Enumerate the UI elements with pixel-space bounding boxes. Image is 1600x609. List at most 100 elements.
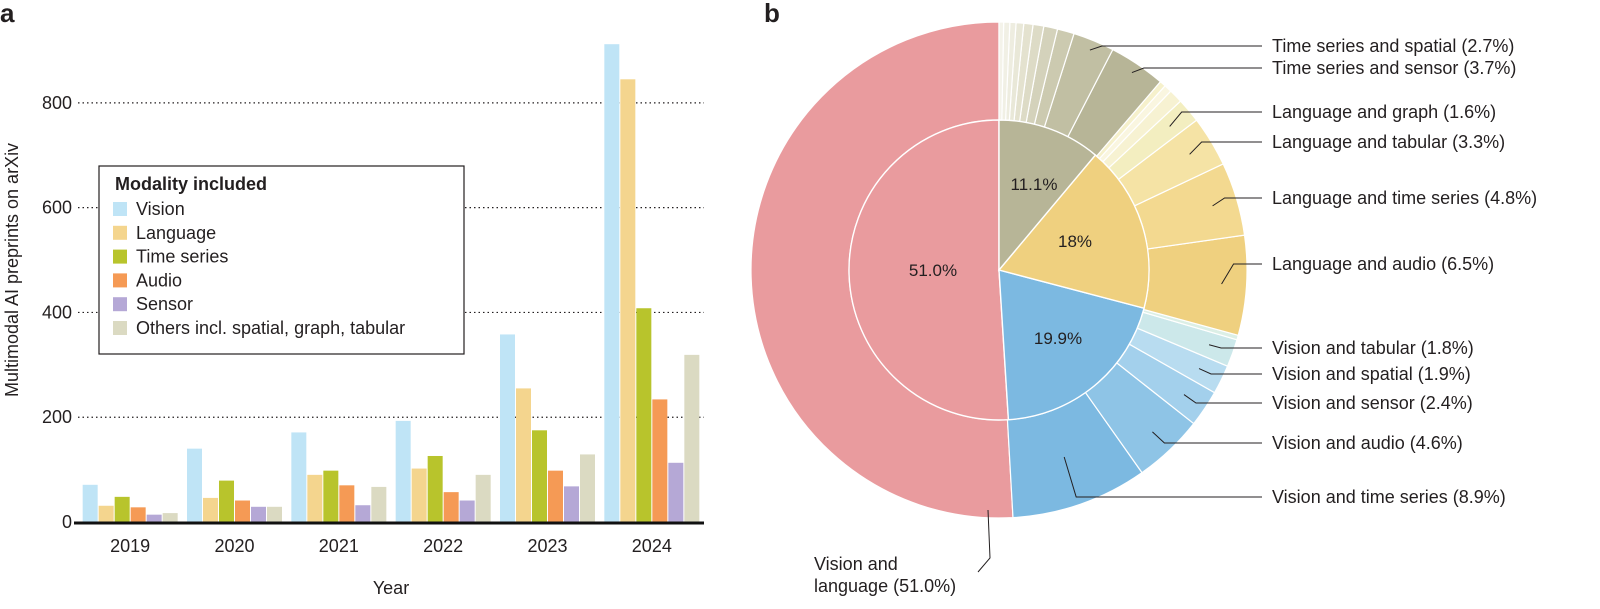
- leader-line: [1183, 394, 1262, 404]
- y-tick-label: 400: [42, 302, 72, 322]
- leader-line: [977, 509, 991, 573]
- bar: [146, 514, 162, 522]
- outer-slice-label: Vision and time series (8.9%): [1272, 487, 1506, 507]
- legend-entry-label: Vision: [136, 199, 185, 219]
- legend-swatch: [113, 225, 127, 240]
- legend-entry-label: Language: [136, 223, 216, 243]
- leader-line: [1189, 141, 1262, 155]
- panel-letter-a: a: [0, 0, 15, 28]
- outer-slice-label: Vision and sensor (2.4%): [1272, 393, 1473, 413]
- bar: [548, 470, 563, 522]
- label-line: Vision and: [814, 554, 898, 574]
- inner-slice-label: 19.9%: [1034, 329, 1082, 348]
- inner-slice-label: 51.0%: [909, 261, 957, 280]
- outer-ring: [750, 21, 1248, 519]
- bar: [475, 474, 491, 522]
- bar: [516, 388, 531, 522]
- bar: [684, 354, 700, 522]
- outer-slice-label: Vision and language (51.0%): [814, 554, 956, 596]
- bar: [636, 308, 652, 522]
- outer-slice-label: Time series and sensor (3.7%): [1272, 58, 1516, 78]
- inner-ring: [848, 119, 1150, 421]
- axes: 0 200 400 600 800 2019 2020 2021 2022 2023 2024: [42, 93, 704, 556]
- y-tick-label: 800: [42, 93, 72, 113]
- bar: [355, 505, 371, 522]
- bar: [251, 506, 266, 522]
- legend-swatch: [113, 321, 127, 335]
- outer-slice-label: Time series and spatial (2.7%): [1272, 36, 1514, 56]
- y-tick-label: 0: [62, 512, 72, 532]
- bar: [323, 470, 339, 522]
- bar: [411, 468, 427, 522]
- donut-inner-slice: [997, 154, 1150, 310]
- legend-swatch: [113, 202, 127, 216]
- outer-slice-label: Vision and spatial (1.9%): [1272, 364, 1471, 384]
- bar: [580, 454, 595, 522]
- leader-line: [1198, 368, 1262, 375]
- bar: [500, 334, 515, 522]
- panel-letter-b: b: [764, 0, 780, 28]
- leader-line: [1152, 431, 1262, 444]
- legend-swatch: [113, 297, 127, 312]
- legend-entry-label: Sensor: [136, 294, 193, 314]
- x-tick-label: 2020: [214, 536, 254, 556]
- legend: Modality included Vision Language Time ser…: [98, 165, 465, 355]
- donut-inner-slice: [998, 119, 1097, 272]
- bar: [652, 399, 668, 522]
- bar: [532, 430, 547, 522]
- donut-inner-slice: [848, 119, 1010, 421]
- outer-slice-label: Language and audio (6.5%): [1272, 254, 1494, 274]
- legend-entry-label: Audio: [136, 270, 182, 290]
- outer-slice-label: Vision and audio (4.6%): [1272, 433, 1463, 453]
- legend-frame: [98, 165, 465, 355]
- bar: [395, 420, 411, 522]
- legend-swatch: [113, 249, 127, 264]
- x-tick-label: 2024: [632, 536, 672, 556]
- bar: [187, 448, 202, 522]
- legend-title: Modality included: [115, 174, 267, 194]
- bar: [267, 506, 282, 522]
- bars: [82, 44, 700, 522]
- bar: [203, 497, 218, 522]
- bar: [162, 513, 178, 522]
- leader-line: [1221, 263, 1262, 285]
- y-tick-label: 200: [42, 407, 72, 427]
- x-tick-label: 2022: [423, 536, 463, 556]
- x-tick-label: 2023: [527, 536, 567, 556]
- outer-slice-label: Vision and tabular (1.8%): [1272, 338, 1474, 358]
- bar: [130, 507, 146, 522]
- bar: [604, 44, 620, 522]
- leader-line: [1131, 67, 1262, 74]
- bar: [427, 455, 443, 522]
- outer-slice-label: Language and time series (4.8%): [1272, 188, 1537, 208]
- inner-slice-label: 18%: [1058, 232, 1092, 251]
- bar: [291, 432, 307, 522]
- x-tick-label: 2021: [319, 536, 359, 556]
- x-axis-title: Year: [373, 578, 409, 598]
- bar: [564, 486, 579, 522]
- leader-line: [1208, 344, 1262, 349]
- legend-swatch: [113, 273, 127, 288]
- bar: [98, 505, 114, 522]
- bar: [82, 484, 98, 522]
- y-axis-title: Multimodal AI preprints on arXiv: [2, 143, 22, 397]
- leader-line: [1089, 45, 1262, 51]
- bar: [235, 500, 250, 522]
- bar: [114, 496, 130, 522]
- bar: [339, 485, 355, 522]
- leader-line: [1212, 197, 1262, 207]
- outer-slice-label: Language and graph (1.6%): [1272, 102, 1496, 122]
- leader-line: [1169, 111, 1262, 127]
- legend-entry-label: Others incl. spatial, graph, tabular: [136, 318, 405, 338]
- donut-inner-slice: [998, 269, 1145, 421]
- bar: [219, 480, 234, 522]
- donut-chart-panel: b 51.0% 19.9% 18% 11.1% Vision and language (…: [750, 0, 1537, 596]
- label-line: language (51.0%): [814, 576, 956, 596]
- bar: [307, 474, 323, 522]
- legend-entry-label: Time series: [136, 247, 228, 267]
- bar: [371, 486, 387, 522]
- y-tick-label: 600: [42, 198, 72, 218]
- outer-slice-label: Language and tabular (3.3%): [1272, 132, 1505, 152]
